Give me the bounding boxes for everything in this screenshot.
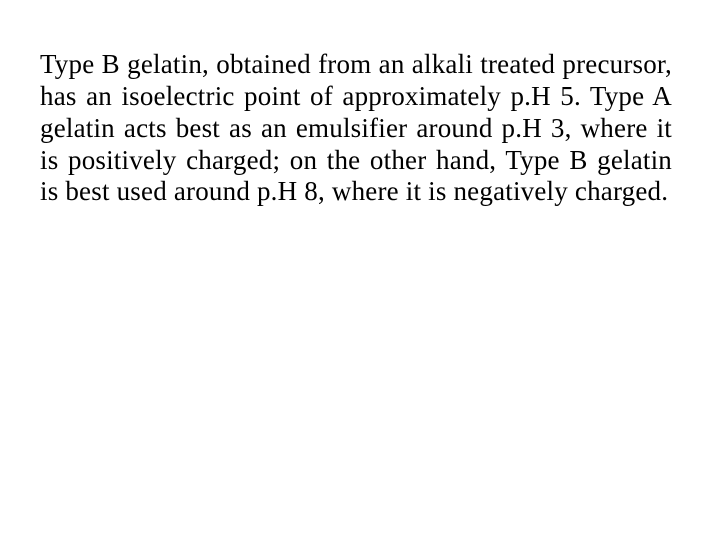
document-page: Type B gelatin, obtained from an alkali … bbox=[0, 0, 720, 540]
body-paragraph: Type B gelatin, obtained from an alkali … bbox=[40, 49, 672, 208]
